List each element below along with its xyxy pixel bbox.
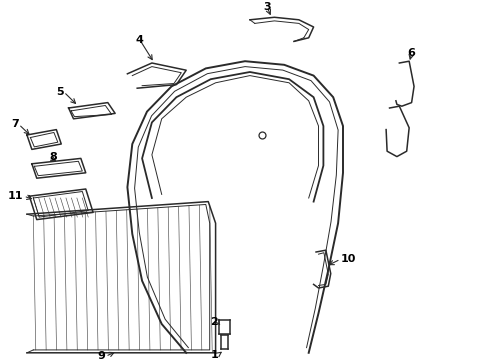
Text: 5: 5 [56,87,64,97]
Text: 4: 4 [136,35,144,45]
Text: 11: 11 [8,191,24,201]
Text: 7: 7 [11,119,19,129]
Text: 1: 1 [210,350,218,360]
Text: 8: 8 [49,152,57,162]
Text: 9: 9 [98,351,105,360]
Text: 3: 3 [263,2,271,12]
Text: 10: 10 [341,254,356,264]
Text: 2: 2 [210,317,218,327]
Text: 6: 6 [408,48,416,58]
